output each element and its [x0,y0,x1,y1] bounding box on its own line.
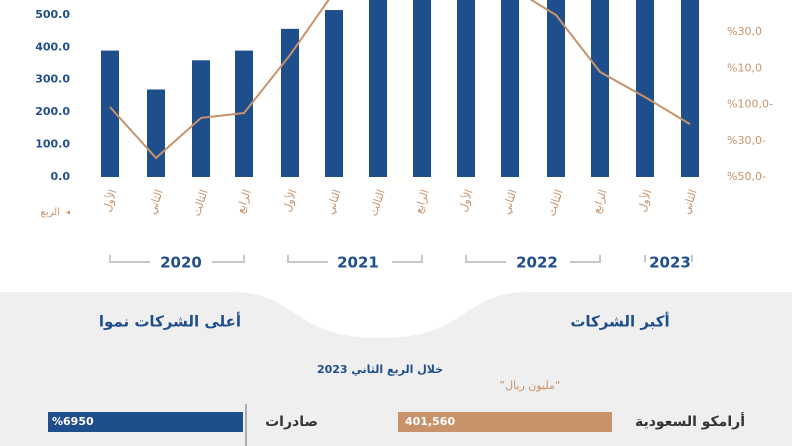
y-tick-label: 500.0 [35,8,70,21]
bar [636,0,654,177]
y-tick-label: 400.0 [35,40,70,53]
y2-tick-label: %10,0 [727,61,762,74]
arrow: ◂ [66,208,70,217]
bar [501,0,519,178]
bar [457,0,475,177]
year-brackets [109,255,693,263]
company-value: 401,560 [405,415,455,428]
y2-tick-label: %30,0- [727,134,766,147]
bar [281,28,299,177]
y-tick-label: 100.0 [35,138,70,151]
y-tick-label: 200.0 [35,105,70,118]
y-tick-label: 0.0 [51,170,71,183]
x-axis-label: الربع [41,207,60,218]
panel-title: أعلى الشركات نموا [99,312,241,331]
year-label: 2021 [337,254,379,272]
x-tick-label: الأول [634,188,654,214]
plot [101,0,699,178]
period: خلال الربع الثاني 2023 [317,363,443,376]
bar [591,0,609,177]
x-tick-label: الأول [455,188,475,214]
company-bar [398,412,612,432]
year-label: 2023 [649,254,691,272]
bar [369,0,387,178]
year-label: 2022 [516,254,558,272]
unit: ”مليون ريال“ [499,379,560,392]
y2-tick-label: %100,0- [727,98,773,111]
company-name: صادرات [265,414,318,430]
bar [413,0,431,177]
panel-background [0,292,792,446]
year-label: 2020 [160,254,202,272]
company-name: أرامكو السعودية [635,412,745,430]
x-tick-label: الأول [99,188,119,214]
bar [325,10,343,177]
bar [681,0,699,177]
line [109,0,691,160]
bar [547,0,565,178]
y2-tick-label: %50,0- [727,170,766,183]
bar [101,50,119,178]
y2-tick-label: %30,0 [727,25,762,38]
panel-title: أكبر الشركات [570,312,669,331]
x-tick-label: الأول [279,188,299,214]
bar [147,89,165,177]
company-bar [48,412,243,432]
y-tick-label: 300.0 [35,73,70,86]
company-value: %6950 [52,415,94,428]
